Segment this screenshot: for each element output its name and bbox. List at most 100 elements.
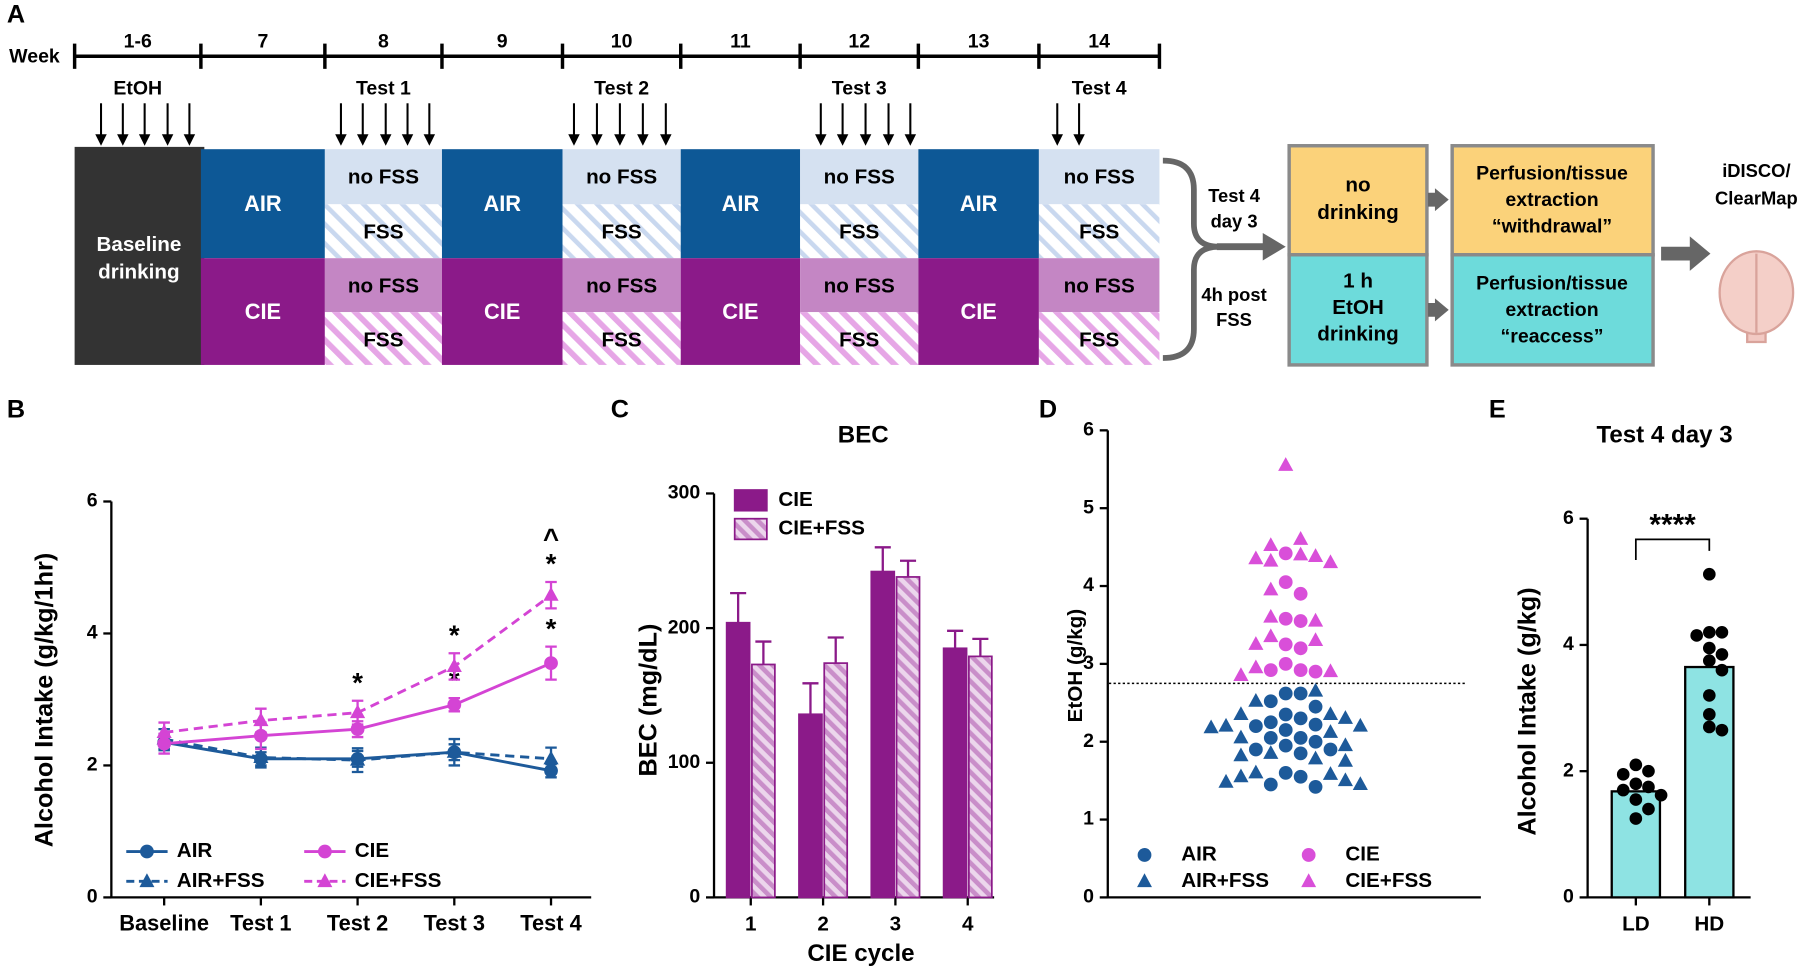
day-arrowhead (637, 134, 649, 146)
cie-fss-block (562, 312, 681, 365)
data-point (1642, 780, 1655, 794)
marker (1278, 637, 1293, 652)
no-drinking-label: drinking (1317, 201, 1398, 224)
no-fss-label: no FSS (1064, 274, 1135, 297)
cie-no-fss-block (1038, 258, 1160, 313)
cie-fss-block (324, 312, 442, 365)
marker (1263, 663, 1278, 677)
air-no-fss-block (324, 149, 442, 205)
data-point (1715, 663, 1729, 677)
marker (543, 750, 559, 765)
week-number: 10 (611, 31, 633, 53)
marker (446, 743, 462, 758)
data-point (1642, 764, 1655, 778)
day-arrowhead (859, 134, 872, 146)
fss-label: FSS (602, 220, 642, 243)
marker (1352, 717, 1368, 732)
legend-marker (1301, 873, 1317, 888)
panel-label: D (1039, 396, 1057, 424)
marker (1293, 769, 1308, 784)
x-tick-label: 3 (890, 912, 901, 935)
legend-swatch (733, 489, 768, 512)
reaccess-drinking-label: drinking (1317, 323, 1398, 346)
marker (1263, 581, 1279, 596)
day-arrowhead (161, 134, 174, 146)
air-no-fss-block (800, 149, 919, 205)
cie-block (200, 258, 325, 365)
day-arrowhead (591, 134, 603, 146)
marker (1233, 667, 1249, 682)
day-arrowhead (660, 134, 672, 146)
imaging-label: ClearMap (1715, 188, 1798, 209)
tissue-label: extraction (1505, 189, 1598, 211)
marker (1322, 724, 1339, 738)
panel-label: C (611, 396, 629, 424)
error-bar (874, 546, 891, 572)
data-point (1702, 654, 1716, 668)
significance-mark: * (449, 619, 460, 650)
day-arrowhead (379, 134, 392, 146)
no-fss-label: no FSS (586, 274, 657, 297)
marker (1278, 765, 1293, 780)
marker (1248, 636, 1264, 650)
brace (1162, 157, 1220, 361)
marker (1293, 746, 1308, 761)
no-fss-label: no FSS (348, 274, 419, 297)
marker (156, 724, 172, 738)
marker (350, 722, 365, 737)
no-fss-label: no FSS (586, 165, 657, 188)
legend-marker (1137, 873, 1152, 888)
y-axis-label: Alcohol Intake (g/kg/1hr) (31, 553, 59, 848)
error-bar (755, 640, 772, 665)
x-tick-label: HD (1694, 912, 1724, 935)
panel-label: B (7, 396, 25, 424)
bar (751, 663, 776, 899)
bar (968, 655, 993, 899)
legend-marker (1301, 848, 1316, 862)
branch-bottom-label: 4h post (1201, 284, 1266, 305)
week-number: 14 (1088, 31, 1110, 53)
cie-no-fss-block (800, 258, 919, 313)
error-bar (802, 682, 819, 715)
marker (1278, 686, 1293, 701)
branch-arrowhead (1262, 232, 1286, 261)
legend-label: AIR+FSS (1181, 869, 1269, 892)
legend-label: AIR+FSS (177, 869, 265, 892)
y-tick-label: 4 (1083, 574, 1094, 596)
cie-fss-block (800, 312, 919, 365)
air-block (918, 149, 1039, 259)
baseline-label: drinking (98, 261, 179, 284)
imaging-arrow (1661, 236, 1711, 271)
marker (1248, 692, 1264, 707)
air-block (680, 149, 801, 259)
cie-label: CIE (722, 299, 758, 324)
day-arrowhead (882, 134, 895, 146)
legend-label: CIE (1345, 842, 1379, 865)
tissue-label: Perfusion/tissue (1476, 273, 1628, 295)
marker (350, 751, 366, 766)
error-bar (900, 559, 917, 577)
legend-label: CIE+FSS (1345, 869, 1432, 892)
air-fss-block (1038, 204, 1160, 259)
day-arrowhead (1073, 134, 1085, 146)
marker (1263, 777, 1278, 792)
marker (1322, 706, 1339, 720)
bar (870, 570, 896, 899)
day-arrowhead (138, 134, 151, 146)
air-label: AIR (483, 191, 521, 216)
week-number: 12 (848, 31, 870, 53)
significance-mark: ^ (543, 523, 559, 554)
marker (1278, 457, 1294, 471)
chart-title: BEC (838, 421, 889, 448)
tissue-label: “reaccess” (1501, 326, 1604, 348)
x-tick-label: Test 1 (230, 911, 291, 936)
day-arrowhead (401, 134, 414, 146)
branch-top-label: day 3 (1211, 210, 1258, 231)
y-tick-label: 6 (1563, 507, 1574, 529)
air-block (441, 149, 563, 259)
day-arrowhead (815, 134, 827, 146)
marker (1278, 707, 1293, 722)
x-tick-label: LD (1622, 912, 1650, 935)
legend-label: CIE (778, 488, 812, 511)
